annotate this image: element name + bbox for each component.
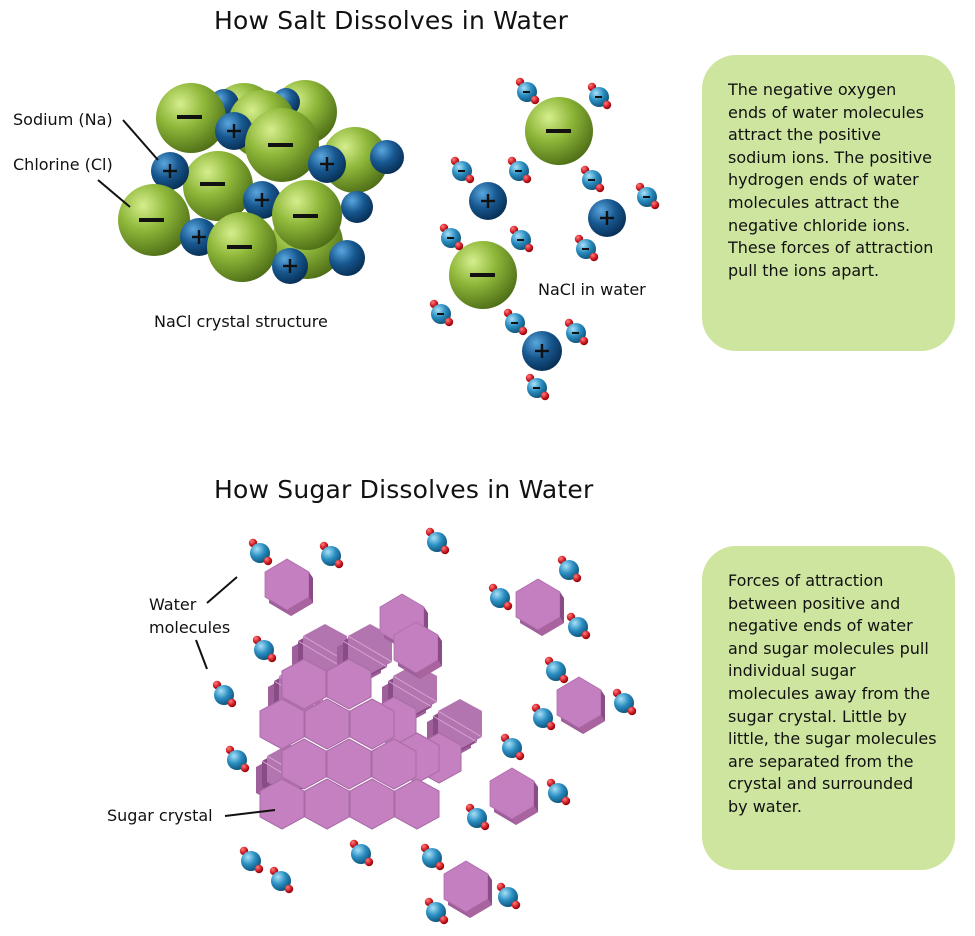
label-nacl-water: NaCl in water <box>538 280 646 299</box>
crystal-charges <box>139 115 334 273</box>
nacl-in-water <box>449 97 626 371</box>
nacl-crystal <box>118 80 404 284</box>
salt-explanation-box: The negative oxygen ends of water molecu… <box>702 55 955 351</box>
sugar-leader-lines <box>195 576 276 817</box>
salt-title: How Salt Dissolves in Water <box>214 6 569 35</box>
salt-explanation-text: The negative oxygen ends of water molecu… <box>728 80 934 280</box>
label-sugar-crystal: Sugar crystal <box>107 806 213 825</box>
label-chlorine: Chlorine (Cl) <box>13 155 113 174</box>
label-sodium: Sodium (Na) <box>13 110 113 129</box>
salt-leader-lines <box>97 119 159 208</box>
water-charge-marks <box>437 91 650 389</box>
sugar-title: How Sugar Dissolves in Water <box>214 475 594 504</box>
sugar-explanation-box: Forces of attraction between positive an… <box>702 546 955 870</box>
label-water-molecules-2: molecules <box>149 618 231 637</box>
label-water-molecules-1: Water <box>149 595 197 614</box>
label-nacl-crystal: NaCl crystal structure <box>154 312 328 331</box>
sugar-explanation-text: Forces of attraction between positive an… <box>728 571 937 816</box>
sugar-crystal <box>255 623 483 830</box>
